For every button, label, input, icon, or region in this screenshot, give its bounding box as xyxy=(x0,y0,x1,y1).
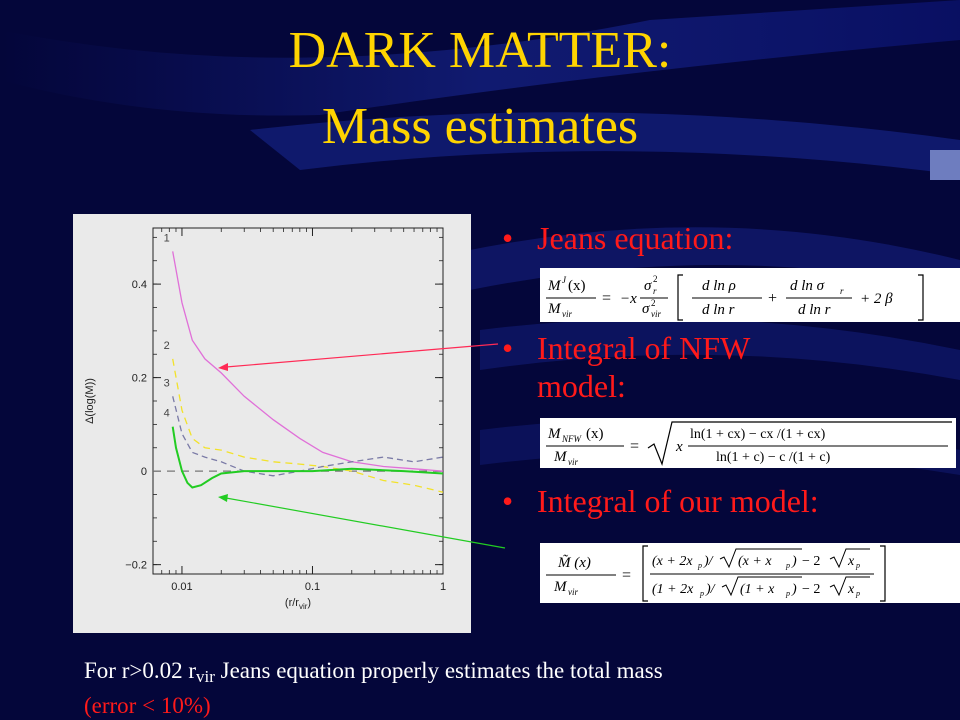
series-line-1 xyxy=(172,251,444,472)
eq-text: vir xyxy=(568,587,578,597)
eq-text: p xyxy=(855,561,860,570)
x-axis-label-sub: vir xyxy=(299,602,308,611)
eq-text: r xyxy=(840,286,844,296)
y-tick-label: 0.2 xyxy=(132,373,147,385)
x-axis-label: (r/rvir) xyxy=(285,597,311,611)
eq-text: −x xyxy=(620,291,637,307)
eq-text: M xyxy=(547,278,562,294)
series-line-2 xyxy=(172,358,444,493)
bullet-our-model-text: Integral of our model: xyxy=(537,483,819,519)
eq-text: (x + x xyxy=(738,554,772,569)
eq-text: p xyxy=(785,561,790,570)
eq-text: d ln ρ xyxy=(702,278,736,294)
eq-text: (x) xyxy=(568,278,586,294)
series-label-1: 1 xyxy=(164,232,170,244)
eq-text: = xyxy=(622,567,631,584)
y-tick-label: −0.2 xyxy=(125,560,147,572)
eq-text: + xyxy=(768,290,777,307)
eq-text: p xyxy=(785,589,790,598)
jeans-equation: M J (x) M vir = −x σ r 2 σ vir 2 d ln ρ … xyxy=(540,268,960,322)
eq-text: vir xyxy=(562,309,572,319)
eq-text: + 2 β xyxy=(860,291,893,307)
series-line-4 xyxy=(171,426,444,489)
slide-title-line2: Mass estimates xyxy=(321,98,639,155)
bullet-dot: • xyxy=(502,220,514,256)
bullet-dot: • xyxy=(502,330,514,366)
eq-text: J xyxy=(562,275,567,285)
eq-text: p xyxy=(697,561,702,570)
plot-frame xyxy=(152,227,444,575)
series-label-3: 3 xyxy=(164,377,170,389)
eq-text: = xyxy=(630,438,639,455)
bullet-dot: • xyxy=(502,483,514,519)
x-tick-label: 0.1 xyxy=(305,581,320,593)
y-tick-label: 0.4 xyxy=(132,279,147,291)
eq-text: σ xyxy=(642,301,650,317)
mass-estimate-chart: 0.01 0.1 1 0.4 0.2 0 −0.2 1 2 3 4 Δ(log(M)) (r/r… xyxy=(73,214,471,633)
eq-text: p xyxy=(699,589,704,598)
corner-tab-decoration xyxy=(930,150,960,180)
y-tick-label: 0 xyxy=(141,466,147,478)
chart-svg: 0.01 0.1 1 0.4 0.2 0 −0.2 1 2 3 4 Δ(log(M)) (r/r… xyxy=(84,227,446,611)
series-line-3 xyxy=(172,396,444,477)
eq-text: 2 xyxy=(653,274,658,284)
x-axis-label-end: ) xyxy=(307,597,311,609)
slide-title-line1: DARK MATTER: xyxy=(288,22,672,79)
eq-text: )/ xyxy=(705,582,716,597)
series-label-4: 4 xyxy=(164,408,170,420)
series-label-2: 2 xyxy=(164,340,170,352)
eq-text: vir xyxy=(651,309,661,319)
footer-note: For r>0.02 rvir Jeans equation properly … xyxy=(84,656,924,720)
bullet-jeans-text: Jeans equation: xyxy=(537,220,734,256)
our-model-equation: M̃ (x) M vir = (x + 2x p )/ (x + x p ) −… xyxy=(540,543,960,603)
x-axis-label-main: (r/r xyxy=(285,597,299,609)
eq-text: 2 xyxy=(651,298,656,308)
bullet-our-model: • Integral of our model: xyxy=(502,482,819,520)
eq-text: σ xyxy=(644,278,652,294)
eq-text: d ln r xyxy=(798,302,831,318)
eq-text: (x + 2x xyxy=(652,554,693,569)
bullet-nfw: • Integral of NFW model: xyxy=(502,329,751,405)
eq-text: d ln σ xyxy=(790,278,825,294)
eq-text: d ln r xyxy=(702,302,735,318)
footer-text-part1: For r>0.02 r xyxy=(84,658,196,683)
eq-text: p xyxy=(855,589,860,598)
bullet-jeans: • Jeans equation: xyxy=(502,219,734,257)
eq-text: ln(1 + c) − c /(1 + c) xyxy=(716,450,831,465)
y-axis-label: Δ(log(M)) xyxy=(84,378,96,424)
eq-text: x xyxy=(847,582,855,597)
bullet-nfw-text-line2: model: xyxy=(537,368,626,404)
eq-text: ) xyxy=(791,554,797,569)
eq-text: = xyxy=(602,290,611,307)
eq-text: − 2 xyxy=(802,554,820,569)
eq-text: M xyxy=(547,301,562,317)
eq-text: M xyxy=(547,426,562,442)
bullet-nfw-text-line1: Integral of NFW xyxy=(537,330,751,366)
eq-text: (1 + x xyxy=(740,582,775,597)
eq-text: (1 + 2x xyxy=(652,582,694,597)
x-tick-label: 1 xyxy=(440,581,446,593)
eq-text: x xyxy=(675,439,683,455)
x-tick-label: 0.01 xyxy=(171,581,192,593)
eq-text: M xyxy=(553,449,568,465)
eq-text: )/ xyxy=(703,554,714,569)
eq-text: r xyxy=(653,286,657,296)
eq-text: NFW xyxy=(561,434,583,444)
eq-text: ln(1 + cx) − cx /(1 + cx) xyxy=(690,427,826,442)
footer-text-part2: Jeans equation properly estimates the to… xyxy=(214,658,663,683)
eq-text: ) xyxy=(791,582,797,597)
eq-text: (x) xyxy=(586,426,604,442)
footer-text-sub: vir xyxy=(196,667,215,686)
eq-text: M xyxy=(553,579,568,595)
eq-text: vir xyxy=(568,457,578,467)
nfw-equation: M NFW (x) M vir = x ln(1 + cx) − cx /(1 … xyxy=(540,418,956,468)
eq-text: x xyxy=(847,554,855,569)
eq-text: M̃ (x) xyxy=(557,555,591,571)
eq-text: − 2 xyxy=(802,582,820,597)
footer-text-part3: (error < 10%) xyxy=(84,693,211,718)
